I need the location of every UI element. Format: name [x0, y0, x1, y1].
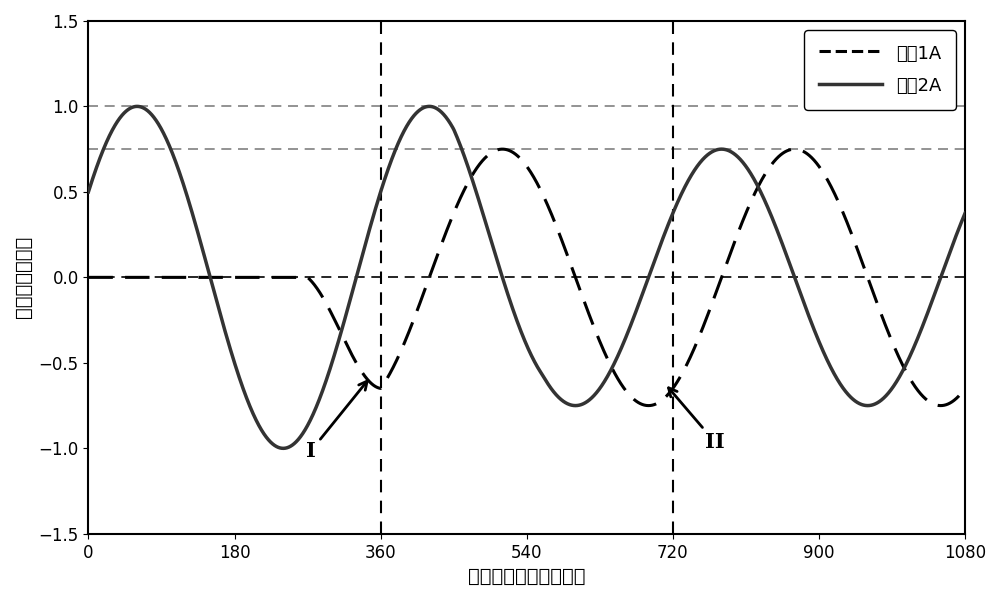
Text: II: II: [669, 388, 725, 452]
绕组2A: [804, 314, 816, 322]
绕组1A: [737, 218, 749, 225]
绕组2A: [609, 359, 621, 367]
绕组2A: [82, 188, 94, 196]
绕组2A: [242, 397, 254, 404]
Text: I: I: [306, 381, 367, 461]
绕组1A: [608, 368, 620, 376]
绕组2A: [418, 104, 430, 112]
绕组1A: [242, 274, 254, 281]
绕组2A: [737, 159, 749, 166]
绕组2A: [959, 209, 971, 217]
X-axis label: 转子位置（电气角度）: 转子位置（电气角度）: [468, 567, 585, 586]
绕组1A: [417, 290, 429, 298]
绕组1A: [653, 399, 665, 406]
绕组2A: [423, 103, 435, 110]
绕组1A: [959, 385, 971, 392]
Line: 绕组2A: 绕组2A: [88, 106, 965, 448]
绕组1A: [803, 152, 815, 159]
Line: 绕组1A: 绕组1A: [88, 149, 965, 406]
绕组1A: [935, 402, 947, 409]
绕组1A: [82, 274, 94, 281]
绕组1A: [789, 146, 801, 153]
绕组2A: [277, 445, 289, 452]
绕组2A: [653, 245, 665, 253]
Legend: 绕组1A, 绕组2A: 绕组1A, 绕组2A: [804, 30, 956, 110]
Y-axis label: 磁链（标幺值）: 磁链（标幺值）: [14, 236, 33, 319]
